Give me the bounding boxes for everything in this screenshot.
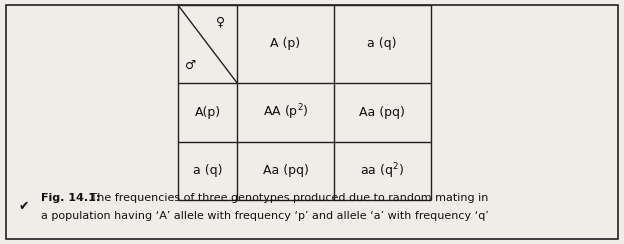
Text: Fig. 14.1:: Fig. 14.1: [41,193,100,203]
Text: ♂: ♂ [185,59,197,72]
Text: ✔: ✔ [19,200,29,213]
Text: ♀: ♀ [216,16,225,29]
Text: aa (q$^2$): aa (q$^2$) [360,161,404,181]
Text: Aa (pq): Aa (pq) [263,164,308,177]
Text: a (q): a (q) [193,164,222,177]
Text: a (q): a (q) [368,37,397,51]
Text: a population having ‘A’ allele with frequency ‘p’ and allele ‘a’ with frequency : a population having ‘A’ allele with freq… [41,211,489,221]
Text: The frequencies of three genotypes produced due to random mating in: The frequencies of three genotypes produ… [87,193,489,203]
Text: A(p): A(p) [195,106,220,119]
Text: AA (p$^2$): AA (p$^2$) [263,102,308,122]
Text: Aa (pq): Aa (pq) [359,106,405,119]
Text: A (p): A (p) [270,37,301,51]
